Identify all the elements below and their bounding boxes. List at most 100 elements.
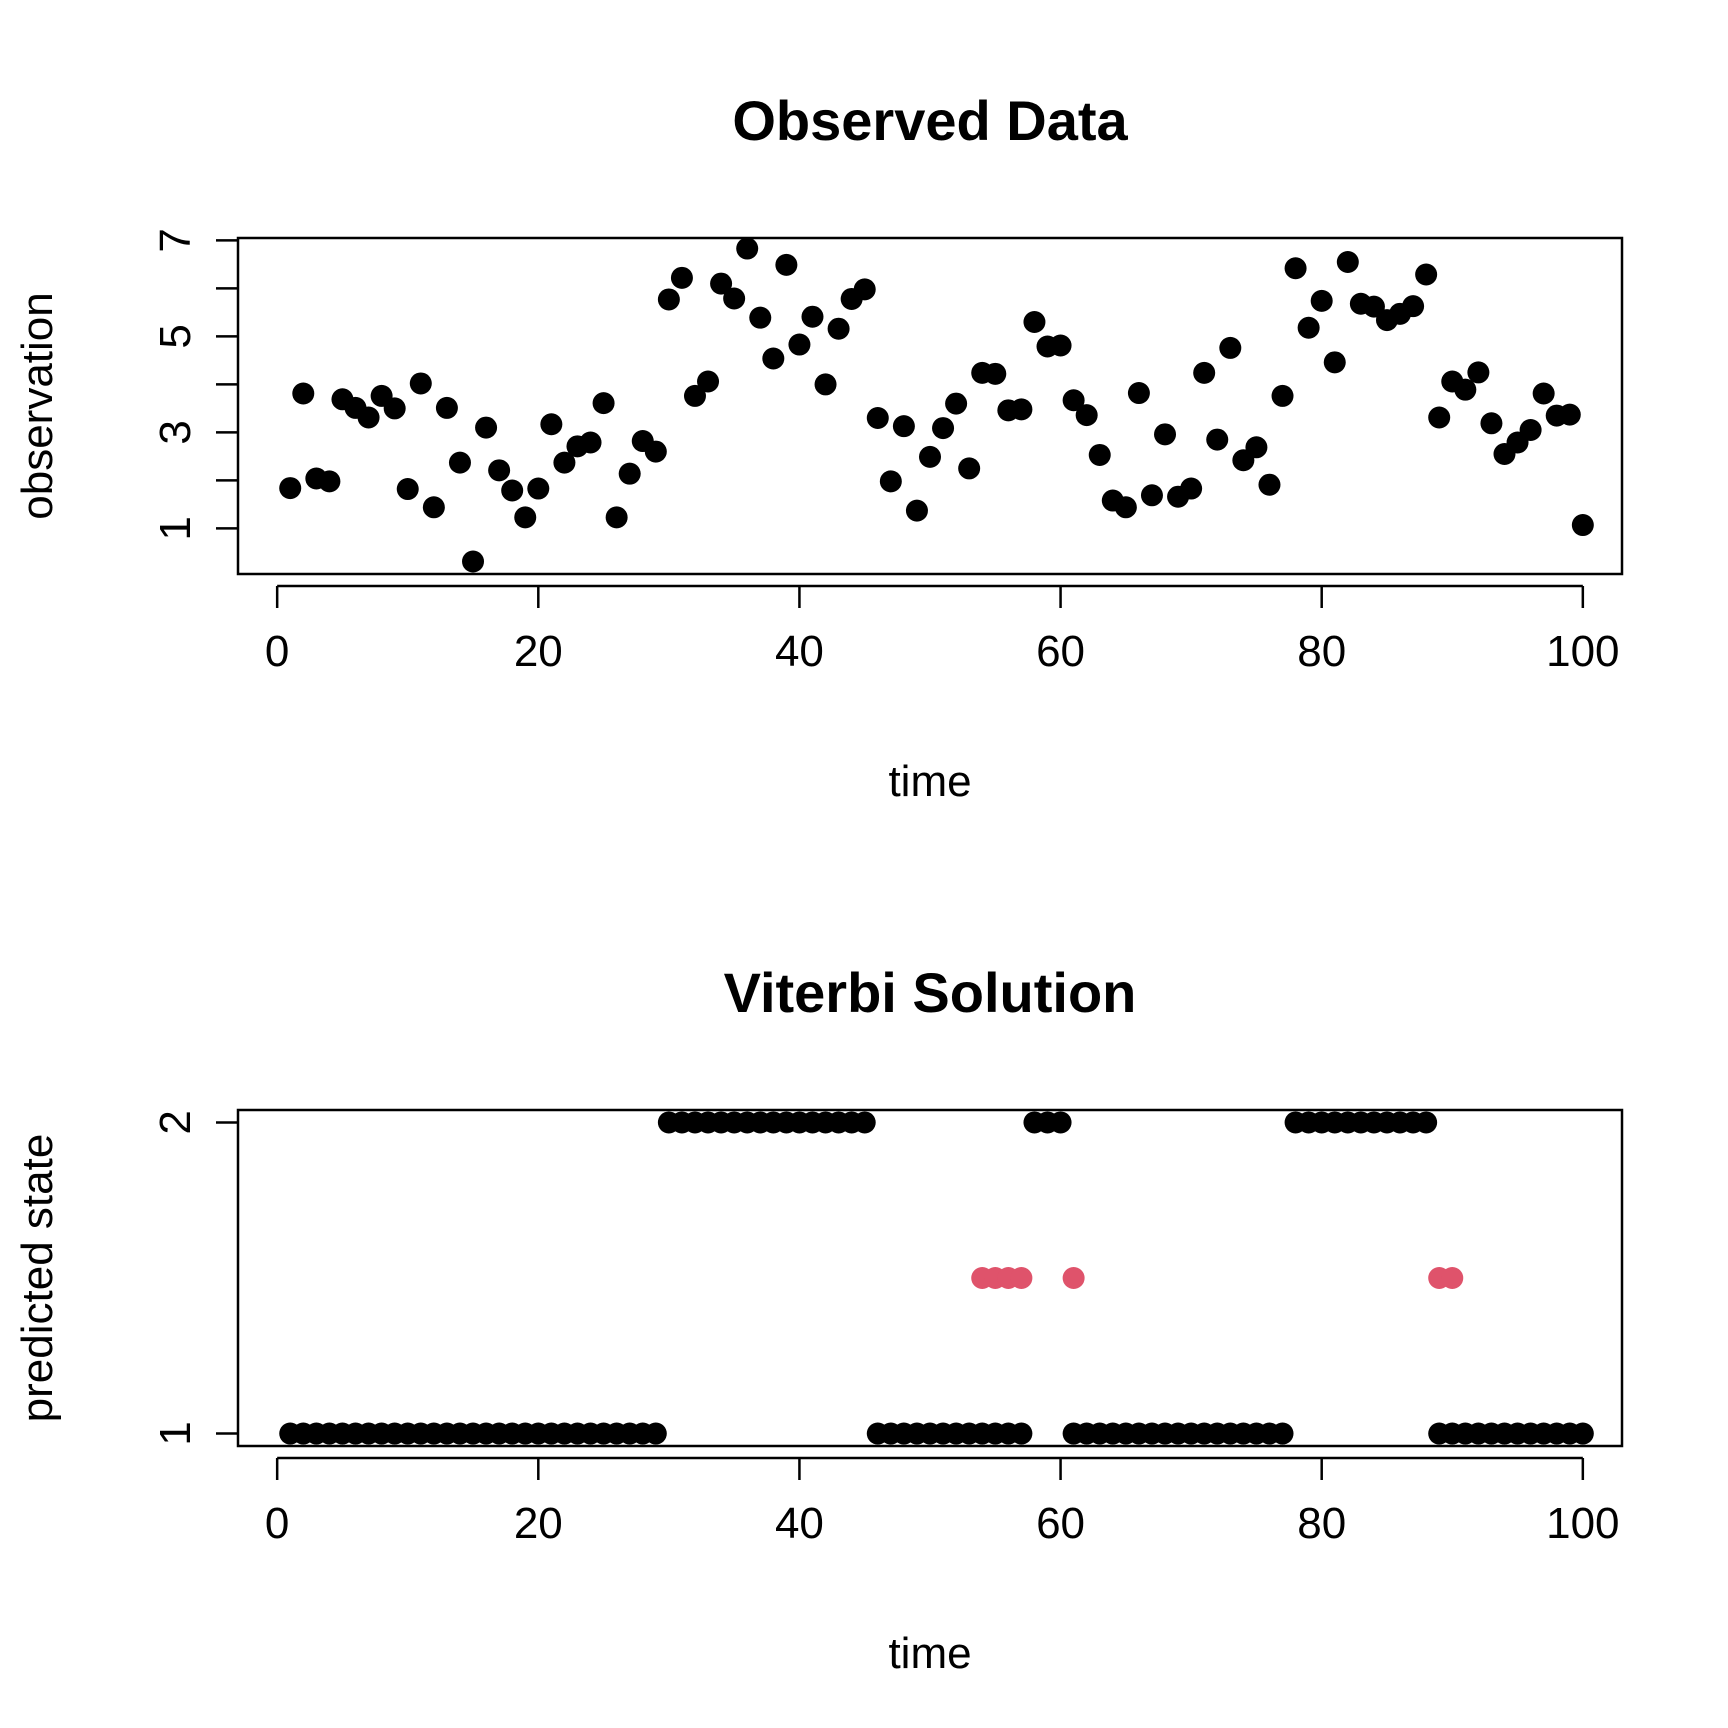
x-tick-label: 100 <box>1546 1499 1619 1548</box>
data-point <box>1402 295 1425 318</box>
data-point <box>1049 334 1072 357</box>
y-axis-label: predicted state <box>13 1134 62 1423</box>
data-point <box>592 392 615 415</box>
data-point <box>1271 1422 1294 1445</box>
y-axis-label: observation <box>13 292 62 519</box>
data-point <box>827 317 850 340</box>
data-point <box>618 462 641 485</box>
data-point <box>1323 351 1346 374</box>
data-point <box>1049 1111 1072 1134</box>
data-point <box>1519 419 1542 441</box>
data-point <box>697 370 720 393</box>
x-tick-label: 60 <box>1036 1499 1085 1548</box>
y-tick-label: 2 <box>151 1110 200 1134</box>
data-point <box>879 470 902 493</box>
data-point <box>435 396 458 419</box>
data-point <box>1206 428 1229 451</box>
data-point <box>1062 1267 1085 1289</box>
data-point <box>605 506 628 529</box>
data-point <box>383 397 406 420</box>
data-point <box>527 477 550 500</box>
data-point <box>814 373 837 396</box>
x-tick-label: 100 <box>1546 627 1619 676</box>
data-point <box>1297 316 1320 339</box>
y-tick-label: 3 <box>151 420 200 444</box>
data-point <box>462 550 485 573</box>
data-point <box>853 278 876 301</box>
data-point <box>644 1422 667 1445</box>
data-point <box>1441 1267 1464 1289</box>
data-point <box>475 416 498 439</box>
data-point <box>762 347 785 370</box>
data-point <box>644 440 667 463</box>
x-axis: 0 20 40 60 80 100 <box>265 1456 1620 1548</box>
data-point <box>736 237 759 260</box>
data-point <box>749 306 772 329</box>
data-point <box>657 288 680 311</box>
data-point <box>448 451 471 474</box>
data-point <box>409 372 432 395</box>
data-point <box>292 382 315 405</box>
data-point <box>892 415 915 438</box>
data-point <box>984 362 1007 385</box>
data-point <box>1480 412 1503 435</box>
x-axis: 0 20 40 60 80 100 <box>265 584 1620 676</box>
plot-frame <box>236 236 1624 576</box>
y-tick-label: 1 <box>151 1421 200 1445</box>
x-tick-label: 0 <box>265 1499 289 1548</box>
data-point <box>1467 361 1490 384</box>
data-point <box>396 478 419 501</box>
data-point <box>932 417 955 440</box>
data-point <box>1415 263 1438 286</box>
data-point <box>945 392 968 415</box>
data-point <box>1193 361 1216 384</box>
data-point <box>1010 1267 1033 1289</box>
chart-title: Viterbi Solution <box>724 961 1137 1024</box>
x-tick-label: 20 <box>514 1499 563 1548</box>
data-point <box>1428 406 1451 429</box>
data-point <box>1062 389 1085 412</box>
data-point <box>540 413 563 436</box>
data-point <box>279 477 302 500</box>
data-point <box>1114 496 1137 519</box>
data-point <box>788 333 811 356</box>
data-point <box>1284 257 1307 280</box>
data-point <box>318 470 341 493</box>
data-point <box>710 272 733 295</box>
y-axis: 1 3 5 7 <box>151 228 238 541</box>
data-point <box>501 479 524 502</box>
y-tick-label: 5 <box>151 324 200 348</box>
x-tick-label: 40 <box>775 627 824 676</box>
data-point <box>1271 384 1294 407</box>
data-point <box>1140 484 1163 507</box>
chart-title: Observed Data <box>732 89 1128 152</box>
data-point <box>670 266 693 289</box>
y-tick-label: 1 <box>151 516 200 540</box>
data-point <box>1415 1111 1438 1134</box>
data-point <box>514 506 537 529</box>
data-point <box>958 457 981 480</box>
data-point <box>1088 443 1111 466</box>
data-point <box>801 305 824 328</box>
x-axis-label: time <box>888 1629 971 1678</box>
data-point <box>853 1111 876 1134</box>
data-point <box>1023 311 1046 333</box>
x-tick-label: 80 <box>1297 1499 1346 1548</box>
data-points <box>279 237 1594 573</box>
data-point <box>1571 514 1594 537</box>
data-point <box>1532 382 1555 405</box>
data-points <box>279 1111 1594 1445</box>
data-point <box>1336 251 1359 273</box>
data-point <box>919 445 941 468</box>
x-tick-label: 80 <box>1297 627 1346 676</box>
data-point <box>1571 1422 1594 1445</box>
data-point <box>1454 378 1477 401</box>
data-point <box>1245 436 1268 459</box>
data-point <box>1154 423 1177 446</box>
y-axis: 12 <box>151 1110 238 1446</box>
data-point <box>422 496 445 519</box>
data-point <box>553 451 576 474</box>
data-point <box>1127 382 1150 405</box>
data-point <box>579 431 602 454</box>
